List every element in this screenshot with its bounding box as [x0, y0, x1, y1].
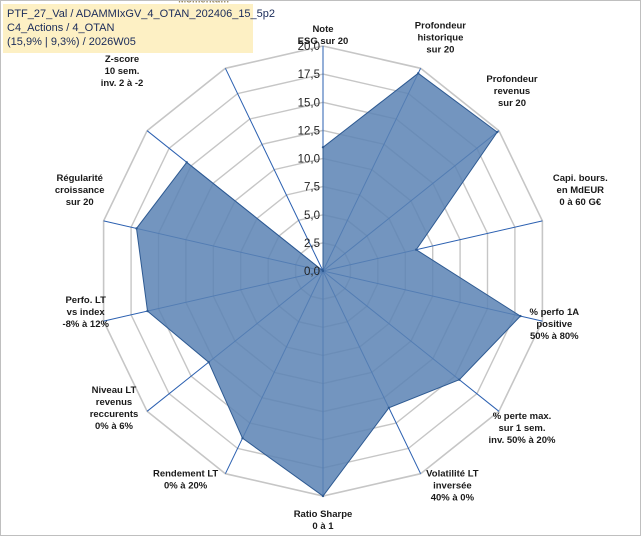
axis-label-line: 40% à 0%	[431, 492, 475, 503]
axis-label-line: inv. 2 à -2	[101, 78, 144, 89]
axis-label-line: en MdEUR	[557, 185, 605, 196]
axis-label-line: Ratio Sharpe	[294, 509, 353, 520]
axis-label-line: Capi. bours.	[553, 173, 608, 184]
portfolio-title: PTF_27_Val / ADAMMIxGV_4_OTAN_202406_15_…	[7, 8, 276, 20]
data-point	[321, 494, 325, 498]
data-series-area	[135, 72, 522, 497]
tick-label: 0,0	[304, 266, 320, 278]
axis-label-line: 0% à 6%	[95, 421, 134, 432]
axis-label: Ratio Sharpe 0 à 1	[294, 509, 353, 532]
data-point	[321, 146, 325, 149]
portfolio-subtitle: C4_Actions / 4_OTAN	[7, 22, 115, 34]
tick-label: 12,5	[298, 125, 320, 137]
axis-label-line: revenus	[96, 397, 132, 408]
data-point	[321, 269, 325, 273]
axis-label: % perfo 1A positive 50% à 80%	[529, 307, 579, 342]
axis-label-line: sur 20	[66, 197, 94, 208]
axis-label-line: Profondeur	[415, 21, 466, 32]
axis-label-line: Momentum	[178, 1, 229, 6]
tick-label: 5,0	[304, 210, 320, 222]
data-point	[146, 309, 149, 313]
tick-label: 17,5	[298, 69, 320, 81]
data-point	[185, 161, 188, 164]
axis-label: Z-score 10 sem. inv. 2 à -2	[101, 54, 144, 89]
axis-label-line: vs index	[67, 307, 106, 318]
tick-label: 10,0	[298, 154, 320, 166]
data-point	[241, 437, 244, 440]
axis-label: Profondeur revenus sur 20	[486, 74, 537, 109]
axis-label-line: Profondeur	[486, 74, 537, 85]
axis-label-line: sur 20	[426, 45, 454, 56]
axis-label-line: Rendement LT	[153, 468, 218, 479]
axis-label-line: inv. 50% à 20%	[489, 435, 556, 446]
axis-label-line: 50% à 80%	[530, 331, 579, 342]
axis-label: % perte max. sur 1 sem. inv. 50% à 20%	[489, 411, 556, 446]
axis-label-line: Perfo. LT	[65, 295, 106, 306]
axis-spoke	[224, 68, 324, 272]
portfolio-stats: (15,9% | 9,3%) / 2026W05	[7, 36, 136, 48]
axis-label-line: -8% à 12%	[62, 319, 109, 330]
tick-label: 2,5	[304, 238, 320, 250]
axis-label-line: positive	[536, 319, 572, 330]
axis-label-line: Niveau LT	[92, 385, 137, 396]
axis-label: Perfo. LT vs index -8% à 12%	[62, 295, 109, 330]
data-point	[417, 72, 420, 75]
data-point	[496, 130, 499, 134]
data-point	[207, 361, 210, 364]
axis-label: Volatilité LT inversée 40% à 0%	[426, 468, 479, 503]
axis-label-line: sur 20	[498, 98, 526, 109]
axis-label: Niveau LT revenus reccurents 0% à 6%	[90, 385, 139, 432]
axis-label-line: Régularité	[56, 173, 102, 184]
tick-label: 20,0	[298, 41, 320, 53]
axis-label: Note ESG sur 20	[298, 24, 349, 47]
data-point	[135, 227, 138, 230]
axis-label-line: 0 à 60 G€	[559, 197, 601, 208]
axis-label: Capi. bours. en MdEUR 0 à 60 G€	[553, 173, 608, 208]
axis-label-line: % perte max.	[493, 411, 552, 422]
axis-label-line: Note	[312, 24, 333, 35]
axis-label: Profondeur historique sur 20	[415, 21, 466, 56]
axis-label-line: reccurents	[90, 409, 139, 420]
axis-label-line: Volatilité LT	[426, 468, 479, 479]
axis-label-line: revenus	[494, 86, 530, 97]
axis-label: Régularité croissance sur 20	[55, 173, 105, 208]
axis-label-line: 0% à 20%	[164, 480, 208, 491]
axis-label-line: % perfo 1A	[529, 307, 579, 318]
data-point	[458, 378, 461, 381]
axis-label-line: inversée	[433, 480, 472, 491]
tick-label: 15,0	[298, 97, 320, 109]
axis-label-line: sur 1 sem.	[499, 423, 546, 434]
axis-label-line: croissance	[55, 185, 105, 196]
data-point	[519, 314, 522, 318]
axis-label-line: Z-score	[105, 54, 139, 65]
tick-label: 7,5	[304, 182, 320, 194]
data-point	[387, 406, 391, 409]
axis-label-line: ESG sur 20	[298, 36, 349, 47]
axis-label-line: 10 sem.	[105, 66, 140, 77]
data-point	[415, 248, 418, 251]
axis-label: Rendement LT 0% à 20%	[153, 468, 218, 491]
portfolio-info-box: PTF_27_Val / ADAMMIxGV_4_OTAN_202406_15_…	[3, 4, 276, 53]
axis-label-line: historique	[417, 33, 463, 44]
axis-label-line: 0 à 1	[312, 521, 334, 532]
